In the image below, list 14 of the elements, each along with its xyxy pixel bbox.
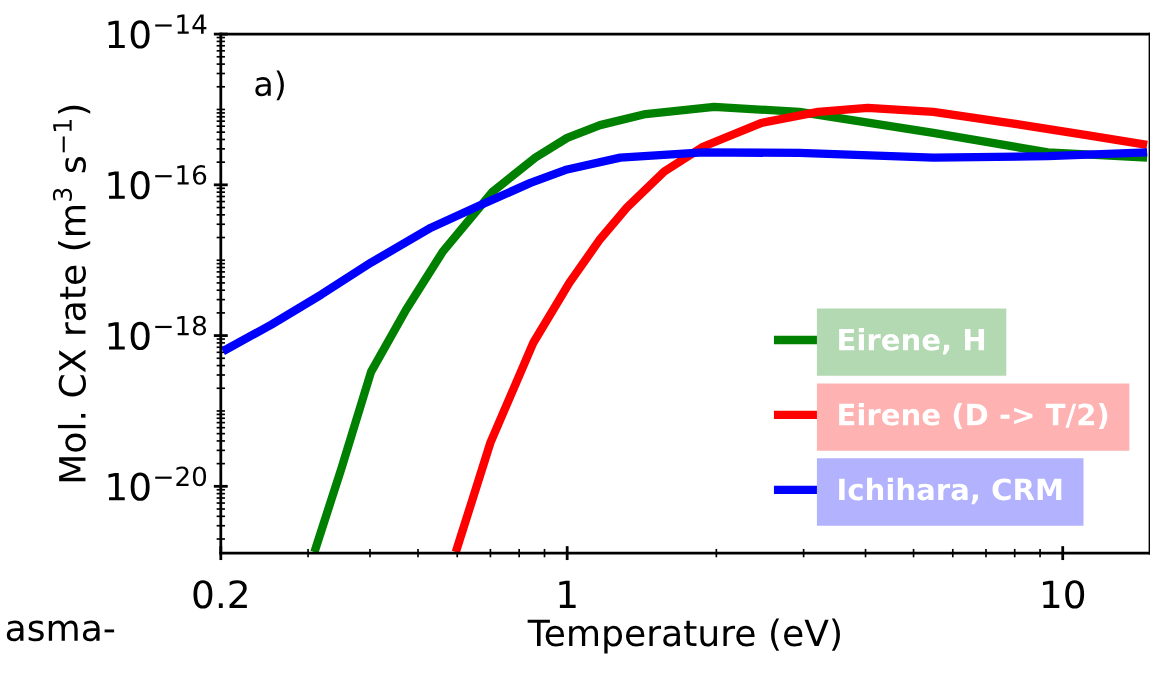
x-axis-title: Temperature (eV) [527, 618, 840, 654]
annotation: a) [255, 70, 284, 101]
x-tick-label: 10 [1043, 580, 1085, 609]
legend-label: Eirene, H [839, 328, 985, 355]
legend-label: Ichihara, CRM [839, 477, 1062, 505]
legend-label: Eirene (D -> T/2) [839, 402, 1108, 429]
y-tick-label: 10$^{−18}$ [108, 315, 207, 351]
text: asma- [6, 620, 115, 642]
x-tick-label: 0.2 [193, 580, 247, 609]
y-tick-label: 10$^{−16}$ [108, 164, 207, 200]
y-axis-title: Mol. CX rate (m$^{3}$ s$^{−1}$) [52, 105, 91, 482]
y-tick-label: 10$^{−20}$ [108, 466, 207, 501]
x-tick-label: 1 [559, 580, 576, 608]
y-tick-label: 10$^{−14}$ [108, 14, 207, 49]
